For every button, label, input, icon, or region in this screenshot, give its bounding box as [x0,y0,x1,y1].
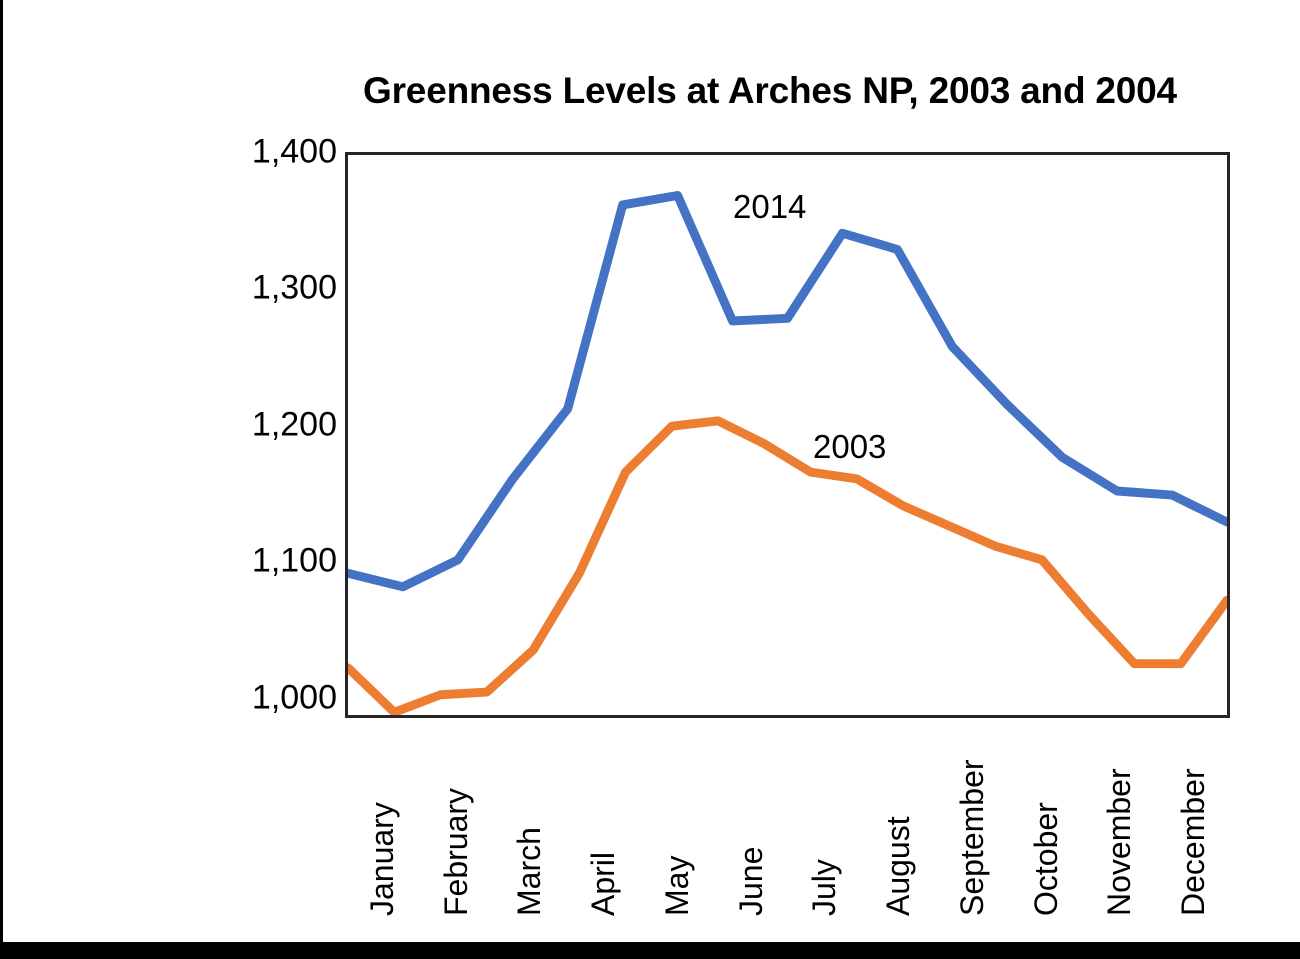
y-tick-label: 1,200 [251,405,337,444]
y-tick-label: 1,100 [251,541,337,580]
left-edge-rule [0,0,3,942]
x-axis-tick-labels: January February March April May June July Augu… [345,726,1230,916]
bottom-bar [0,942,1300,959]
y-axis-title: Normalized Difference Vegetation Index (… [74,150,444,690]
plot-svg [348,191,1227,715]
series-line-2014 [348,191,1227,592]
series-annotation-2003: 2003 [813,428,887,465]
y-tick-label: 1,400 [251,132,337,171]
x-tick-label: December [1174,768,1211,916]
chart-title: Greenness Levels at Arches NP, 2003 and … [363,70,1177,111]
series-annotation-2014: 2014 [733,188,807,225]
y-tick-label: 1,000 [251,678,337,717]
plot-area [345,152,1230,718]
y-axis-tick-labels: 1,000 1,100 1,200 1,300 1,400 [225,0,337,959]
y-tick-label: 1,300 [251,268,337,307]
series-line-2003 [348,416,1227,715]
